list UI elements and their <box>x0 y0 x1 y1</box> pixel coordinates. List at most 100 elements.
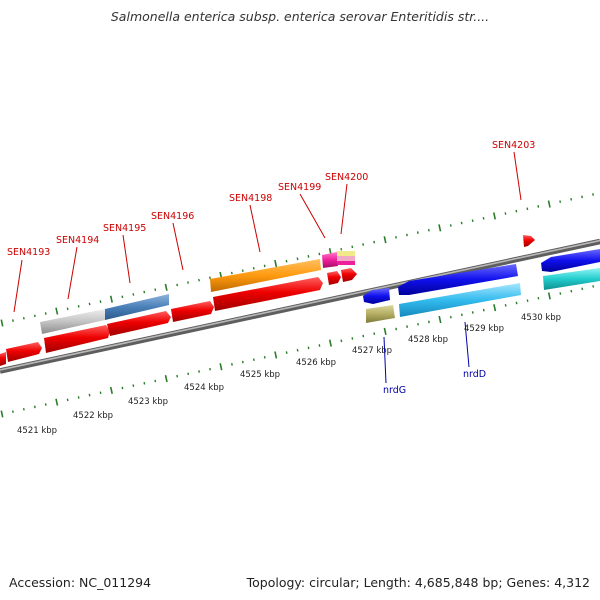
gene-label-sen4203[interactable]: SEN4203 <box>492 140 535 151</box>
scale-tick <box>307 255 310 258</box>
gene-label-sen4200[interactable]: SEN4200 <box>325 172 368 183</box>
scale-tick <box>460 313 463 317</box>
scale-tick <box>77 305 80 308</box>
gene-feature-right-cyan[interactable] <box>543 268 600 290</box>
gene-feature-sen4200-lower[interactable] <box>337 256 355 261</box>
scale-tick <box>44 312 47 315</box>
scale-tick <box>296 257 299 261</box>
gene-label-nrdg[interactable]: nrdG <box>383 385 406 396</box>
scale-tick <box>154 379 157 383</box>
scale-tick <box>504 304 507 307</box>
gene-feature-sen4194[interactable] <box>40 309 105 334</box>
scale-tick <box>44 403 47 406</box>
topology-text: Topology: circular; Length: 4,685,848 bp… <box>246 575 590 590</box>
genome-title: Salmonella enterica subsp. enterica sero… <box>110 9 490 24</box>
gene-label-leader <box>383 336 387 384</box>
gene-feature-nrdD[interactable] <box>399 283 521 317</box>
forward-genes-red-track[interactable] <box>0 268 357 366</box>
scale-tick <box>526 299 529 302</box>
gene-feature-red-4[interactable] <box>171 301 214 322</box>
scale-tick <box>241 269 244 272</box>
reverse-genes-track[interactable] <box>363 268 600 323</box>
scale-tick <box>427 228 430 232</box>
scale-tick <box>231 363 233 366</box>
gene-label-sen4196[interactable]: SEN4196 <box>151 211 194 222</box>
scale-tick <box>77 396 80 399</box>
scale-tick <box>449 315 452 319</box>
scale-tick <box>547 292 551 300</box>
scale-tick <box>99 391 102 395</box>
gene-label-nrdd[interactable]: nrdD <box>463 369 486 380</box>
gene-label-sen4194[interactable]: SEN4194 <box>56 235 99 246</box>
gene-feature-red-5[interactable] <box>213 277 323 311</box>
gene-label-leaders <box>13 151 522 384</box>
scale-tick <box>362 243 365 246</box>
scale-tick <box>55 398 59 406</box>
scale-tick <box>252 266 255 270</box>
scale-tick <box>318 344 321 347</box>
scale-tick <box>328 339 332 347</box>
gene-label-sen4199[interactable]: SEN4199 <box>278 182 321 193</box>
scale-tick <box>121 386 124 390</box>
scale-tick-label: 4521 kbp <box>17 426 57 436</box>
gene-feature-sen4199[interactable] <box>322 252 338 268</box>
scale-tick <box>209 276 211 280</box>
gene-feature-nrdD-outer[interactable] <box>398 264 518 295</box>
scale-tick <box>164 283 168 291</box>
scale-tick <box>33 314 36 318</box>
scale-tick <box>438 315 442 324</box>
gene-feature-red-3[interactable] <box>107 311 171 336</box>
scale-tick <box>109 386 113 394</box>
scale-tick-label: 4529 kbp <box>464 324 504 334</box>
gene-label-leader <box>249 204 261 253</box>
gene-label-sen4193[interactable]: SEN4193 <box>7 247 50 258</box>
scale-tick <box>252 358 255 362</box>
scale-tick <box>307 346 310 350</box>
scale-tick <box>471 311 474 314</box>
scale-tick <box>187 281 189 284</box>
scale-tick <box>285 259 288 263</box>
scale-tick <box>154 288 157 292</box>
scale-tick <box>515 301 518 305</box>
gene-feature-nrdG-blue[interactable] <box>363 288 390 304</box>
scale-tick <box>143 381 146 385</box>
gene-feature-sen4200-band[interactable] <box>337 261 355 265</box>
gene-feature-red-6[interactable] <box>327 271 341 285</box>
scale-tick <box>416 231 419 234</box>
gene-label-leader <box>13 259 23 313</box>
scale-tick <box>351 245 354 249</box>
gene-feature-sen4195[interactable] <box>105 294 169 320</box>
gene-feature-sen4203[interactable] <box>523 235 535 247</box>
scale-tick <box>406 325 408 328</box>
scale-tick <box>559 292 562 295</box>
scale-tick-label: 4526 kbp <box>296 358 336 368</box>
gene-label-leader <box>122 234 131 284</box>
gene-feature-sen4198[interactable] <box>210 259 321 292</box>
scale-tick <box>428 320 430 324</box>
gene-feature-red-2[interactable] <box>44 325 110 353</box>
scale-tick <box>449 224 452 227</box>
gene-label-leader <box>172 222 184 271</box>
scale-tick <box>482 216 485 220</box>
gene-feature-right-blue[interactable] <box>541 249 600 272</box>
forward-genes-outer-track[interactable] <box>40 235 600 334</box>
scale-tick-label: 4522 kbp <box>73 411 113 421</box>
scale-tick <box>504 212 507 215</box>
scale-tick <box>296 348 299 352</box>
gene-feature-red-7[interactable] <box>341 268 357 282</box>
scale-tick <box>22 316 25 320</box>
gene-label-leader <box>67 246 78 300</box>
scale-tick <box>0 410 4 418</box>
gene-feature-sen4200[interactable] <box>337 251 355 256</box>
gene-label-sen4198[interactable]: SEN4198 <box>229 193 272 204</box>
scale-tick <box>526 207 529 211</box>
scale-tick <box>581 195 583 199</box>
scale-tick <box>12 319 14 322</box>
gene-feature-sen4193[interactable] <box>6 342 42 362</box>
gene-label-sen4195[interactable]: SEN4195 <box>103 223 146 234</box>
gene-feature-red-8[interactable] <box>0 352 6 366</box>
gene-label-leader <box>513 151 522 201</box>
scale-tick <box>417 322 419 326</box>
gene-feature-nrdG[interactable] <box>366 305 395 323</box>
